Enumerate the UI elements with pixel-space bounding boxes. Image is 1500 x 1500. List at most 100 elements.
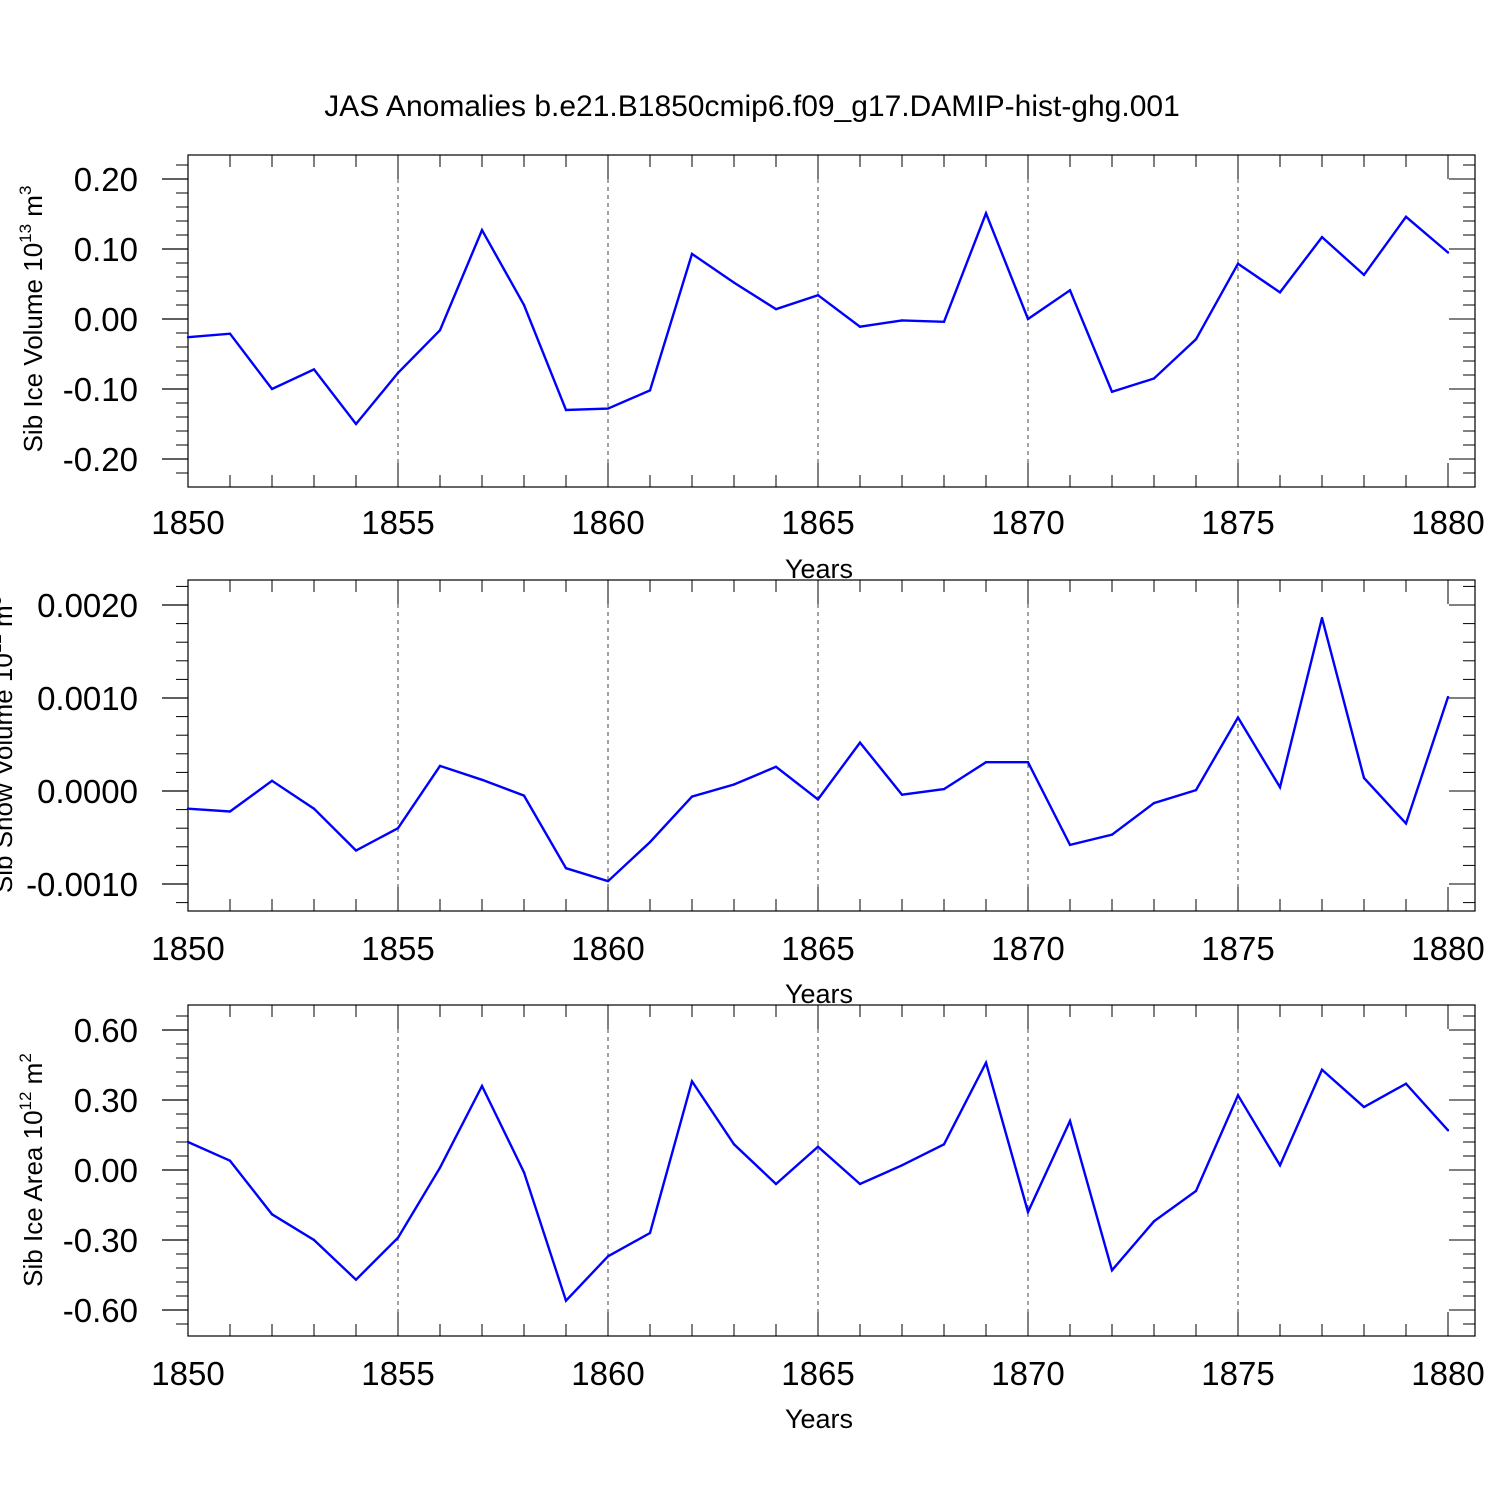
y-label-unit: m	[18, 1063, 48, 1092]
x-tick-label: 1865	[781, 504, 854, 541]
data-point	[312, 807, 316, 810]
x-tick-label: 1875	[1201, 1355, 1274, 1392]
data-point	[1320, 235, 1324, 239]
x-tick-label: 1865	[781, 1355, 854, 1392]
data-point	[1320, 1068, 1324, 1071]
data-point	[900, 793, 904, 796]
data-point	[522, 794, 526, 797]
data-point	[564, 1299, 568, 1302]
data-point	[1110, 833, 1114, 836]
data-point	[1068, 843, 1072, 847]
data-point	[522, 1171, 526, 1174]
y-tick-label: 0.10	[74, 231, 138, 268]
data-point	[228, 1159, 232, 1162]
data-point	[312, 1238, 316, 1242]
y-label-unit: m	[18, 195, 48, 224]
data-point	[186, 807, 190, 810]
data-point	[648, 389, 652, 392]
data-point	[480, 778, 484, 782]
y-axis-label: Sib Ice Area 1012 m2	[16, 1053, 48, 1287]
data-point	[1068, 1119, 1072, 1123]
data-point	[858, 325, 862, 328]
x-tick-label: 1850	[151, 504, 224, 541]
y-label-unit-exponent: 3	[0, 596, 5, 605]
data-point	[1404, 822, 1408, 825]
x-tick-label: 1855	[361, 1355, 434, 1392]
y-tick-label: 0.20	[74, 161, 138, 198]
data-point	[1194, 788, 1198, 792]
y-axis-label: Sib Snow Volume 1012 m3	[0, 596, 18, 893]
data-point	[1362, 1105, 1366, 1109]
data-point	[1278, 1164, 1282, 1167]
x-axis-label: Years	[785, 1404, 853, 1434]
y-tick-label: -0.30	[63, 1222, 138, 1259]
data-point	[1152, 801, 1156, 805]
data-point	[396, 1236, 400, 1239]
x-tick-label: 1880	[1411, 504, 1484, 541]
y-tick-label: 0.0000	[37, 773, 138, 810]
y-label-exponent: 12	[16, 1092, 35, 1111]
y-tick-label: 0.00	[74, 301, 138, 338]
data-point	[1320, 616, 1324, 620]
data-point	[816, 1145, 820, 1148]
y-label-exponent: 12	[0, 634, 5, 653]
x-tick-label: 1880	[1411, 930, 1484, 967]
data-point	[1152, 377, 1156, 380]
data-point	[984, 760, 988, 764]
data-point	[858, 741, 862, 744]
y-tick-label: 0.0020	[37, 587, 138, 624]
data-point	[312, 368, 316, 371]
data-point	[354, 422, 358, 426]
y-axis-label: Sib Ice Volume 1013 m3	[16, 186, 48, 453]
data-point	[522, 303, 526, 307]
plot-frame	[187, 154, 1476, 488]
data-point	[438, 764, 442, 768]
data-point	[1278, 291, 1282, 294]
data-point	[648, 1231, 652, 1235]
data-point	[1446, 695, 1450, 699]
x-axis-label: Years	[785, 979, 853, 1009]
data-point	[606, 880, 610, 883]
x-tick-label: 1865	[781, 930, 854, 967]
data-point	[228, 810, 232, 813]
y-tick-label: -0.20	[63, 441, 138, 478]
data-point	[396, 827, 400, 830]
x-tick-label: 1855	[361, 504, 434, 541]
data-point	[354, 1278, 358, 1281]
panel-2: 1850 1855 1860 1865 1870 1875 1880 Years -0.0010…	[0, 579, 1485, 1009]
data-point	[690, 1080, 694, 1083]
plot-frame	[187, 1004, 1476, 1337]
data-point	[270, 779, 274, 782]
data-point	[732, 281, 736, 284]
data-point	[1446, 251, 1450, 254]
data-point	[186, 336, 190, 339]
data-point	[900, 1164, 904, 1167]
data-point	[606, 407, 610, 410]
data-point	[1362, 273, 1366, 277]
data-point	[480, 228, 484, 232]
data-point	[270, 1213, 274, 1216]
data-point	[732, 1143, 736, 1146]
data-point	[564, 408, 568, 412]
panel-3: 1850 1855 1860 1865 1870 1875 1880 Years -0.60 -0…	[16, 1004, 1485, 1434]
y-label-main: Sib Ice Volume 10	[18, 243, 48, 453]
data-point	[270, 387, 274, 391]
data-point	[774, 308, 778, 311]
data-point	[732, 783, 736, 786]
data-point	[1026, 760, 1030, 764]
y-tick-label: -0.10	[63, 371, 138, 408]
y-label-main: Sib Snow Volume 10	[0, 653, 18, 893]
y-tick-label: -0.60	[63, 1292, 138, 1329]
data-point	[648, 840, 652, 844]
data-point	[1110, 1269, 1114, 1272]
x-tick-label: 1855	[361, 930, 434, 967]
panel-1: 1850 1855 1860 1865 1870 1875 1880 Years -0.20 -0…	[16, 154, 1485, 584]
data-point	[942, 320, 946, 323]
y-tick-label: 0.60	[74, 1012, 138, 1049]
x-tick-label: 1875	[1201, 930, 1274, 967]
x-tick-label: 1870	[991, 930, 1064, 967]
data-point	[1404, 1082, 1408, 1085]
data-point	[228, 332, 232, 335]
y-label-unit: m	[0, 605, 18, 634]
y-label-unit-exponent: 2	[16, 1053, 35, 1062]
